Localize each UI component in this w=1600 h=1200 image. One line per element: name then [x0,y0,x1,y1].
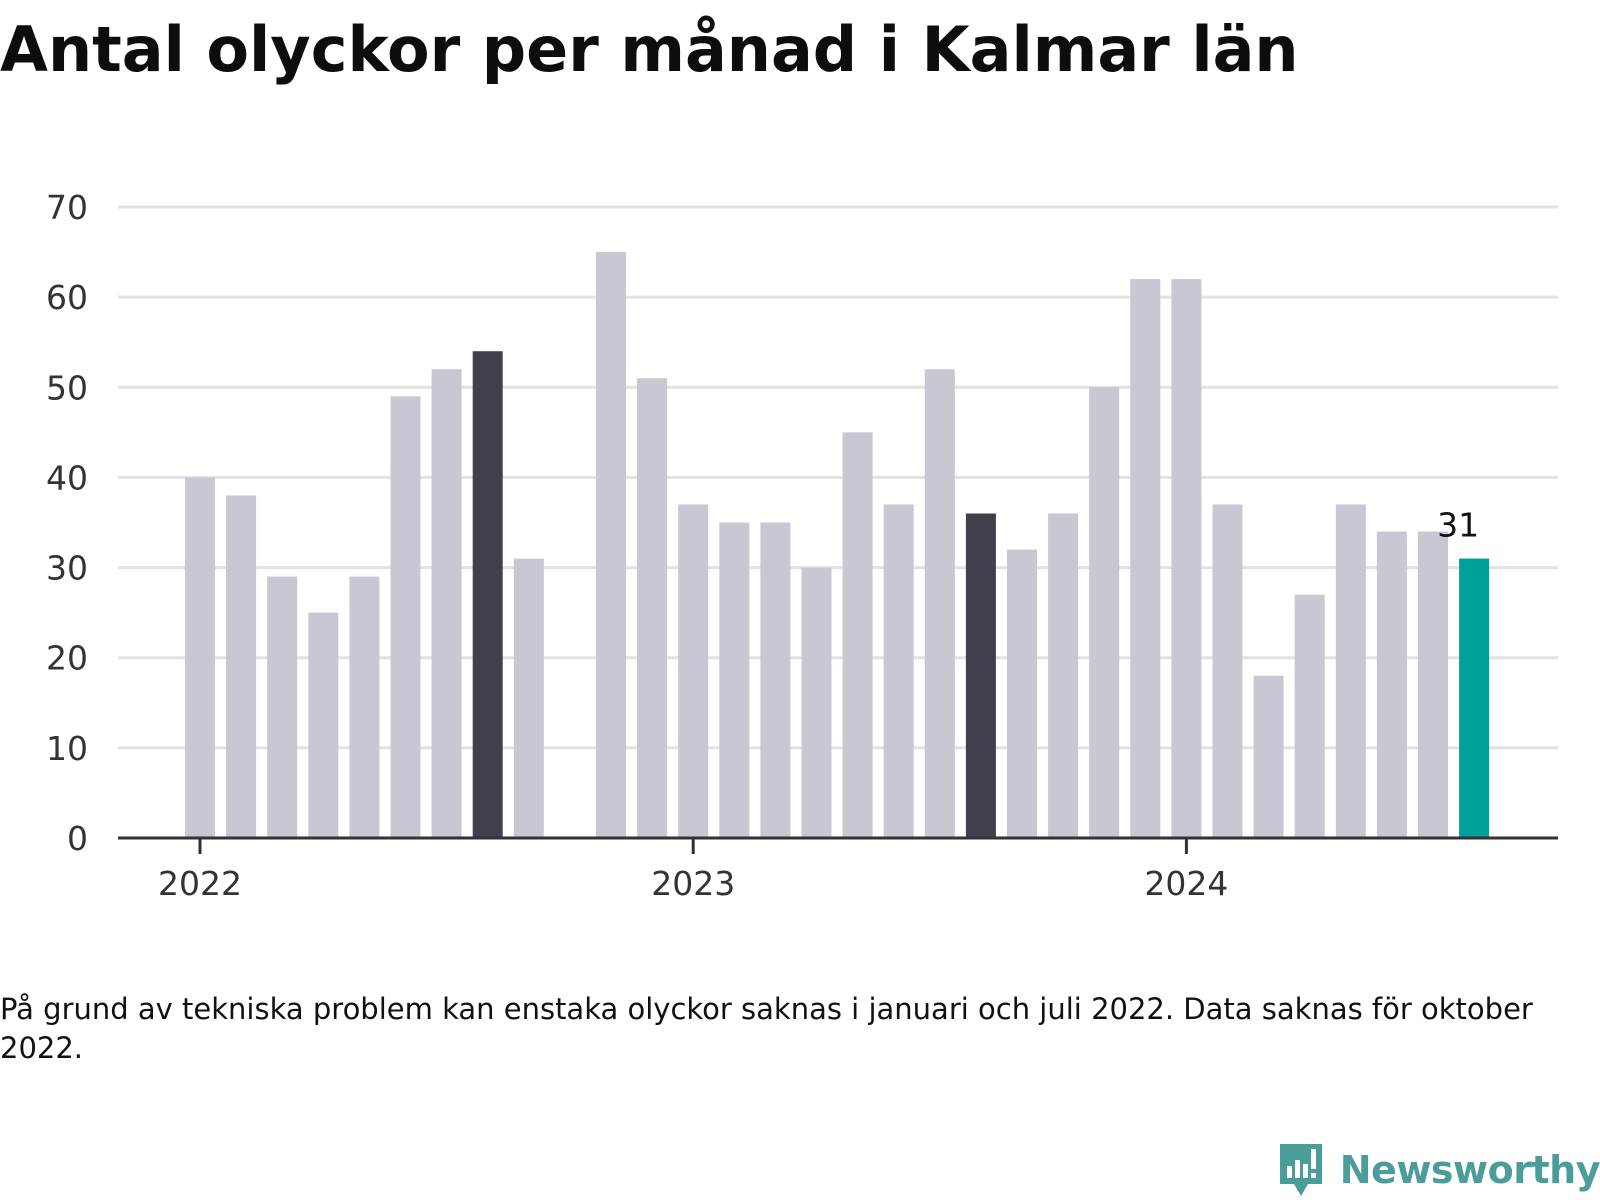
bar-2023-03 [760,522,791,838]
y-tick-label: 30 [46,549,88,588]
bar-2022-01 [185,477,215,838]
y-tick-label: 40 [46,458,88,497]
y-tick-label: 10 [46,729,88,768]
bar-2024-06 [1376,531,1407,838]
bar-2023-05 [842,432,873,838]
bar-2024-01 [1171,279,1202,839]
bar-2022-04 [308,612,339,838]
bar-2022-12 [637,378,668,838]
bar-2022-05 [349,576,380,838]
bar-2023-06 [883,504,914,838]
x-tick-label: 2022 [158,864,242,903]
bar-2022-11 [596,252,626,839]
bar-2024-02 [1212,504,1243,838]
bar-2022-09 [513,558,544,838]
bar-2022-06 [390,396,421,838]
bar-2022-07 [431,369,462,838]
bar-2023-11 [1089,387,1120,838]
bar-2023-12 [1130,279,1161,839]
bar-2023-01 [678,504,709,838]
data-label-2024-08: 31 [1437,506,1479,545]
bar-2023-07 [924,369,955,838]
y-tick-label: 20 [46,639,88,678]
x-axis [118,836,1558,854]
bar-2024-03 [1253,675,1284,838]
tick-labels: 0 10 20 30 40 50 60 70 2022 2023 2024 31 [46,188,1479,903]
footnote: På grund av tekniska problem kan enstaka… [0,992,1533,1065]
bar-2022-03 [267,576,298,838]
bar-2024-08 [1459,558,1490,838]
bar-2024-05 [1335,504,1366,838]
bar-2022-08 [472,351,503,838]
newsworthy-logo[interactable]: Newsworthy [1276,1140,1600,1200]
bar-2023-04 [801,567,832,838]
bars [185,252,1490,839]
newsworthy-logo-icon [1279,1144,1322,1196]
bar-2023-02 [719,522,750,838]
x-tick-label: 2024 [1144,864,1228,903]
y-tick-label: 70 [46,188,88,227]
bar-2023-09 [1007,549,1037,838]
x-tick-label: 2023 [651,864,735,903]
bar-2023-10 [1048,513,1079,838]
bar-2022-02 [226,495,257,838]
y-tick-label: 50 [46,368,88,407]
newsworthy-logo-text: Newsworthy [1339,1148,1600,1192]
bar-2023-08 [965,513,996,838]
bar-2024-04 [1294,594,1325,838]
y-tick-label: 0 [67,819,88,858]
y-tick-label: 60 [46,278,88,317]
bar-2024-07 [1418,531,1448,838]
bar-chart: 0 10 20 30 40 50 60 70 2022 2023 2024 31 [46,188,1558,903]
chart-title: Antal olyckor per månad i Kalmar län [0,13,1299,86]
